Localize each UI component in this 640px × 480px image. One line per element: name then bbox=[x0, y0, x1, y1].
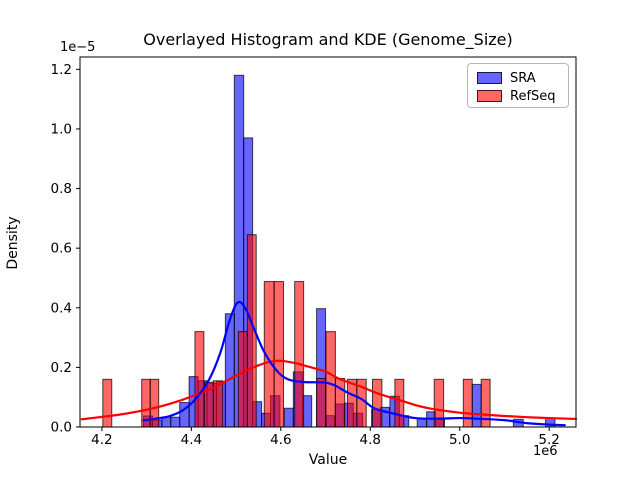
refseq-histogram-bar bbox=[394, 378, 405, 428]
refseq-histogram-bar bbox=[102, 378, 113, 428]
y-tick-label: 0.4 bbox=[51, 300, 72, 316]
legend: SRA RefSeq bbox=[467, 63, 569, 108]
sra-bars-group bbox=[143, 74, 556, 428]
y-tick-label: 0.6 bbox=[51, 241, 72, 257]
x-tick-label: 4.8 bbox=[360, 432, 381, 448]
refseq-bars-group bbox=[102, 234, 491, 428]
y-tick-label: 0.8 bbox=[51, 181, 72, 197]
refseq-histogram-bar bbox=[194, 331, 205, 428]
axes-spines bbox=[79, 56, 577, 428]
refseq-histogram-bar bbox=[273, 281, 284, 428]
sra-histogram-bar bbox=[170, 416, 181, 428]
refseq-histogram-bar bbox=[325, 331, 336, 428]
x-tick-label: 4.2 bbox=[91, 432, 112, 448]
legend-entry-refseq: RefSeq bbox=[477, 88, 568, 104]
refseq-histogram-bar bbox=[294, 281, 305, 428]
legend-entry-sra: SRA bbox=[477, 70, 568, 86]
x-tick-label: 5.2 bbox=[538, 432, 559, 448]
y-tick-label: 0.0 bbox=[51, 420, 72, 436]
refseq-histogram-bar bbox=[346, 378, 358, 428]
y-tick-label: 0.2 bbox=[51, 360, 72, 376]
x-axis-label: Value bbox=[308, 452, 348, 468]
sra-kde-curve bbox=[142, 300, 566, 427]
y-tick-label: 1.0 bbox=[51, 121, 72, 137]
y-axis-label: Density bbox=[5, 216, 21, 270]
refseq-kde-curve bbox=[80, 359, 578, 421]
sra-legend-patch bbox=[477, 72, 502, 84]
y-axis-offset-label: 1e−5 bbox=[60, 40, 96, 55]
refseq-histogram-bar bbox=[433, 378, 445, 428]
refseq-histogram-bar bbox=[316, 377, 327, 428]
sra-legend-label: SRA bbox=[510, 70, 536, 86]
refseq-histogram-bar bbox=[237, 331, 248, 428]
x-tick-label: 4.6 bbox=[270, 432, 291, 448]
sra-histogram-bar bbox=[471, 383, 482, 428]
sra-histogram-bar bbox=[283, 407, 294, 428]
x-axis-offset-label: 1e6 bbox=[533, 444, 558, 459]
x-tick-label: 4.4 bbox=[181, 432, 202, 448]
refseq-histogram-bar bbox=[462, 378, 473, 428]
chart-title: Overlayed Histogram and KDE (Genome_Size… bbox=[143, 30, 513, 49]
y-tick-label: 1.2 bbox=[51, 62, 72, 78]
x-tick-label: 5.0 bbox=[449, 432, 470, 448]
refseq-legend-label: RefSeq bbox=[510, 88, 556, 104]
refseq-legend-patch bbox=[477, 90, 502, 102]
refseq-histogram-bar bbox=[372, 378, 383, 428]
